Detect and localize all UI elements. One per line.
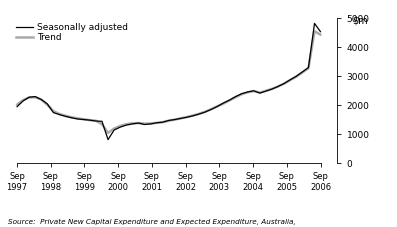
Text: Source:  Private New Capital Expenditure and Expected Expenditure, Australia,: Source: Private New Capital Expenditure …	[8, 219, 296, 225]
Legend: Seasonally adjusted, Trend: Seasonally adjusted, Trend	[16, 23, 128, 42]
Y-axis label: $m: $m	[353, 15, 368, 25]
